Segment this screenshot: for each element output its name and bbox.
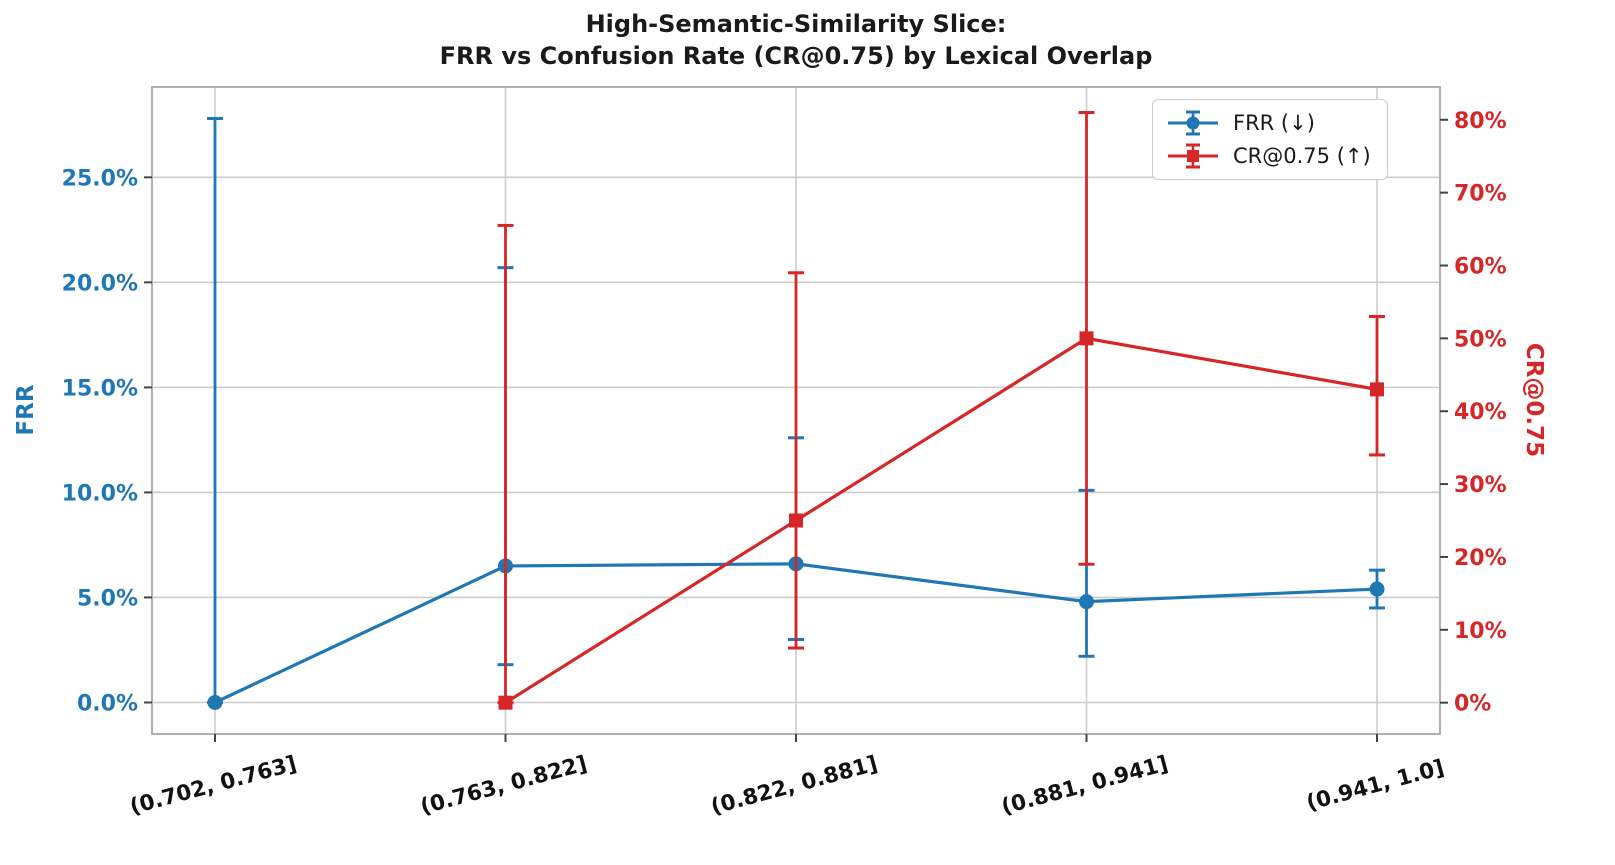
legend-label-cr: CR@0.75 (↑) xyxy=(1233,144,1371,168)
svg-text:(0.941, 1.0]: (0.941, 1.0] xyxy=(1304,755,1447,816)
svg-text:(0.702, 0.763]: (0.702, 0.763] xyxy=(127,751,299,819)
svg-text:40%: 40% xyxy=(1454,400,1507,425)
legend-label-frr: FRR (↓) xyxy=(1233,111,1315,135)
legend-item-frr: FRR (↓) xyxy=(1165,109,1371,137)
legend: FRR (↓) CR@0.75 (↑) xyxy=(1152,99,1388,180)
svg-text:(0.822, 0.881]: (0.822, 0.881] xyxy=(708,751,880,819)
svg-text:50%: 50% xyxy=(1454,327,1507,352)
svg-text:30%: 30% xyxy=(1454,473,1507,498)
svg-text:70%: 70% xyxy=(1454,182,1507,207)
chart-title-line2: FRR vs Confusion Rate (CR@0.75) by Lexic… xyxy=(439,42,1153,70)
svg-text:10.0%: 10.0% xyxy=(62,481,138,506)
svg-text:5.0%: 5.0% xyxy=(77,586,138,611)
svg-text:(0.763, 0.822]: (0.763, 0.822] xyxy=(418,751,590,819)
svg-text:80%: 80% xyxy=(1454,109,1507,134)
svg-text:0.0%: 0.0% xyxy=(77,691,138,716)
svg-text:15.0%: 15.0% xyxy=(62,376,138,401)
legend-item-cr: CR@0.75 (↑) xyxy=(1165,142,1371,170)
svg-text:0%: 0% xyxy=(1454,692,1491,717)
svg-text:(0.881, 0.941]: (0.881, 0.941] xyxy=(999,751,1171,819)
svg-text:60%: 60% xyxy=(1454,255,1507,280)
legend-sample-frr-errorbar-icon xyxy=(1168,110,1218,136)
svg-text:25.0%: 25.0% xyxy=(62,166,138,191)
legend-sample-cr-errorbar-icon xyxy=(1168,143,1218,169)
svg-text:20.0%: 20.0% xyxy=(62,271,138,296)
chart-title: High-Semantic-Similarity Slice: FRR vs C… xyxy=(152,8,1440,72)
chart-title-line1: High-Semantic-Similarity Slice: xyxy=(585,10,1007,38)
svg-text:10%: 10% xyxy=(1454,619,1507,644)
svg-text:20%: 20% xyxy=(1454,546,1507,571)
